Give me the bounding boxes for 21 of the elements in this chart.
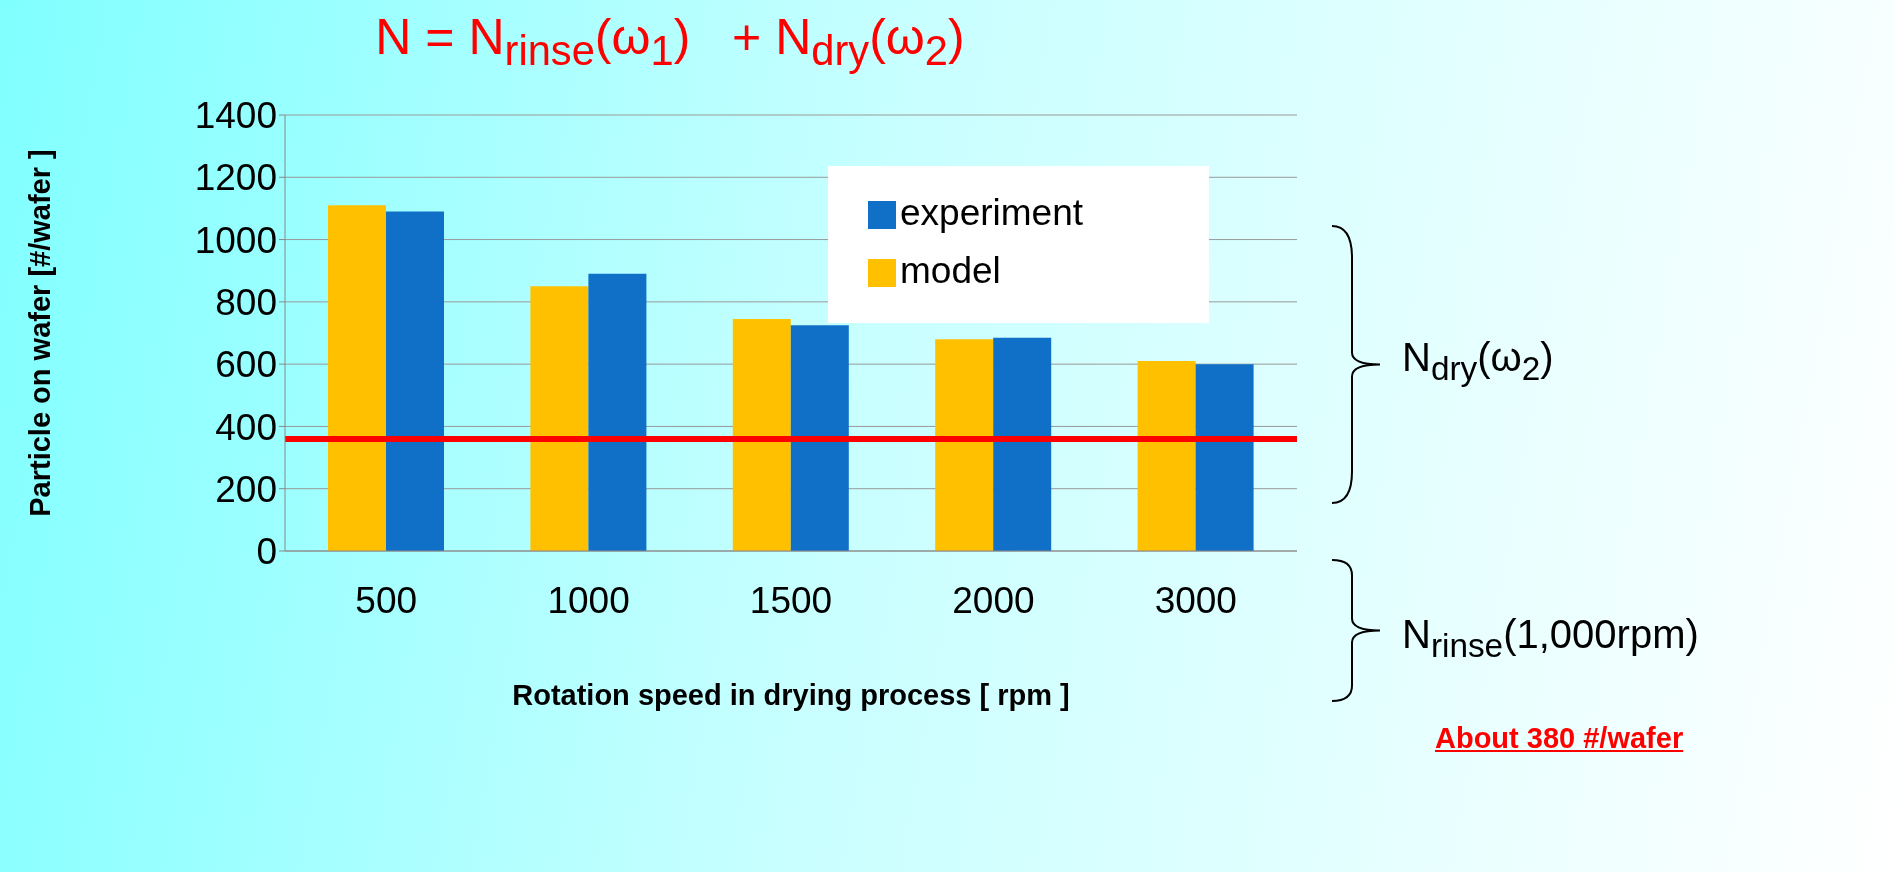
chart-title: N = N$_{rinse}$(ω$_{1}$) + N$_{dry}$(ω$_{2}$)	[375, 9, 965, 74]
y-tick-label: 1400	[194, 95, 277, 137]
legend-label: experiment	[900, 192, 1084, 233]
y-axis-title: Particle on wafer [#/wafer ]	[24, 149, 57, 517]
x-tick-label: 3000	[1154, 580, 1237, 622]
x-tick-label: 1500	[749, 580, 833, 622]
y-tick-label: 800	[215, 281, 277, 323]
y-tick-label: 0	[256, 531, 277, 573]
x-tick-label: 500	[355, 580, 418, 622]
text: N$_{rinse}$(1,000rpm)	[1402, 612, 1699, 665]
y-tick-label: 200	[215, 468, 277, 510]
x-axis-title: Rotation speed in drying process [ rpm ]	[512, 679, 1070, 711]
x-tick-label: 1000	[547, 580, 630, 622]
text: N$_{dry}$(ω$_{2}$)	[1402, 335, 1554, 388]
legend-label: model	[900, 250, 1001, 291]
y-tick-label: 1200	[194, 157, 277, 199]
y-tick-label: 1000	[194, 219, 277, 261]
y-tick-label: 600	[215, 344, 277, 386]
text: About 380 #/wafer	[1435, 722, 1684, 755]
x-tick-label: 2000	[952, 580, 1035, 622]
y-tick-label: 400	[215, 406, 277, 448]
